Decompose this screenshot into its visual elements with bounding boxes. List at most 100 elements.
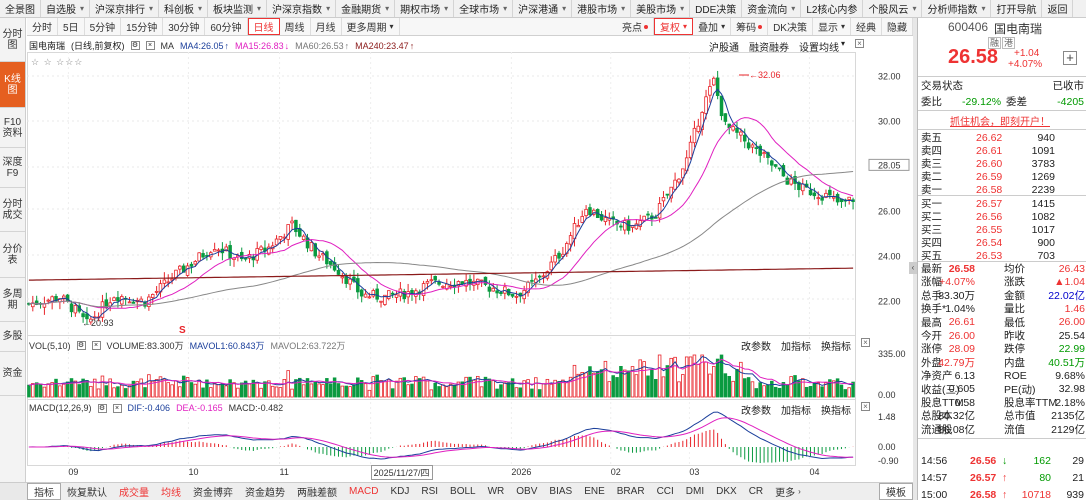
left-tab-8[interactable]: 资金 <box>0 352 25 396</box>
period-tab-6[interactable]: 日线 <box>247 18 280 35</box>
left-tab-0[interactable]: 分时图 <box>0 18 25 62</box>
indicator-tab-2[interactable]: 成交量 <box>113 483 155 500</box>
period-tab-3[interactable]: 15分钟 <box>121 18 164 35</box>
tool-button-6[interactable]: 经典 <box>851 18 882 35</box>
indicator-tab-21[interactable]: 模板 <box>879 483 913 500</box>
indicator-tab-10[interactable]: BOLL <box>444 483 482 500</box>
indicator-tab-11[interactable]: WR <box>482 483 511 500</box>
add-watchlist-icon[interactable]: + <box>1063 51 1077 65</box>
indicator-tab-12[interactable]: OBV <box>510 483 543 500</box>
indicator-tab-16[interactable]: CCI <box>651 483 680 500</box>
top-menu-item-13[interactable]: 资金流向 ▾ <box>742 0 802 17</box>
tool-button-1[interactable]: 复权 ▾ <box>654 18 694 35</box>
chart-canvas[interactable]: ←32.06 ←20.93 S 32.00 30.00 28.05 26.00 24.00 22… <box>27 37 913 481</box>
left-tab-3[interactable]: 深度F9 <box>0 148 25 188</box>
top-menu-item-6[interactable]: 金融期货 ▾ <box>336 0 396 17</box>
left-tab-1[interactable]: K线图 <box>0 62 25 108</box>
macd-panel-button-2[interactable]: 换指标 <box>821 406 851 417</box>
left-tab-2[interactable]: F10资料 <box>0 108 25 148</box>
asks-row-3[interactable]: 卖二 26.59 1269 <box>918 170 1086 184</box>
period-tab-9[interactable]: 更多周期 ▾ <box>342 18 400 35</box>
top-menu-item-1[interactable]: 自选股 ▾ <box>41 0 91 17</box>
left-tab-4[interactable]: 分时成交 <box>0 188 25 232</box>
tool-button-7[interactable]: 隐藏 <box>882 18 913 35</box>
close-panel-icon[interactable]: × <box>855 39 865 48</box>
top-menu-item-17[interactable]: 打开导航 <box>991 0 1043 17</box>
tool-button-5[interactable]: 显示 ▾ <box>813 18 851 35</box>
chart-area[interactable]: ←32.06 ←20.93 S 32.00 30.00 28.05 26.00 24.00 22… <box>27 37 913 481</box>
indicator-tab-13[interactable]: BIAS <box>543 483 578 500</box>
tool-button-4[interactable]: DK决策 <box>768 18 813 35</box>
left-tab-6[interactable]: 多周期 <box>0 278 25 322</box>
asks-row-2[interactable]: 卖三 26.60 3783 <box>918 157 1086 171</box>
top-menu-item-4[interactable]: 板块监测 ▾ <box>208 0 268 17</box>
tool-button-0[interactable]: 亮点 <box>617 18 655 35</box>
indicator-tab-1[interactable]: 恢复默认 <box>61 483 113 500</box>
indicator-tab-9[interactable]: RSI <box>415 483 444 500</box>
indicator-tab-14[interactable]: ENE <box>578 483 611 500</box>
vol-panel-button-1[interactable]: 加指标 <box>781 342 811 353</box>
indicator-tab-20[interactable]: 更多 › <box>769 483 807 500</box>
left-tab-5[interactable]: 分价表 <box>0 232 25 278</box>
close-panel-icon[interactable]: × <box>861 338 870 347</box>
bids-row-0[interactable]: 买一 26.57 1415 <box>918 197 1086 211</box>
left-tab-7[interactable]: 多股 <box>0 322 25 352</box>
top-menu-item-14[interactable]: L2核心内参 <box>801 0 864 17</box>
period-tab-5[interactable]: 60分钟 <box>205 18 248 35</box>
period-tab-2[interactable]: 5分钟 <box>85 18 122 35</box>
asks-row-4[interactable]: 卖一 26.58 2239 <box>918 183 1086 197</box>
vol-panel-button-2[interactable]: 换指标 <box>821 342 851 353</box>
indicator-tab-6[interactable]: 两融差额 <box>291 483 343 500</box>
indicator-tab-8[interactable]: KDJ <box>384 483 415 500</box>
price-panel-button-2[interactable]: 设置均线 <box>799 43 839 54</box>
collapse-sidebar-icon[interactable]: ‹ <box>909 262 917 274</box>
tool-button-3[interactable]: 筹码 <box>731 18 769 35</box>
indicator-tab-0[interactable]: 指标 <box>27 483 61 500</box>
indicator-tab-3[interactable]: 均线 <box>155 483 187 500</box>
ma-close-icon[interactable]: × <box>145 41 155 50</box>
top-menu-item-18[interactable]: 返回 <box>1042 0 1074 17</box>
top-menu-item-16[interactable]: 分析师指数 ▾ <box>922 0 992 17</box>
ma-gear-icon[interactable]: ⚙ <box>130 41 140 50</box>
promo-link[interactable]: 抓住机会，即刻开户！ <box>950 117 1050 128</box>
top-menu-item-11[interactable]: 美股市场 ▾ <box>631 0 691 17</box>
bids-row-3[interactable]: 买四 26.54 900 <box>918 236 1086 250</box>
macd-panel-button-0[interactable]: 改参数 <box>741 406 771 417</box>
top-menu-item-3[interactable]: 科创板 ▾ <box>159 0 209 17</box>
top-menu-item-12[interactable]: DDE决策 <box>690 0 743 17</box>
indicator-tab-7[interactable]: MACD <box>343 483 384 500</box>
top-menu-item-2[interactable]: 沪深京排行 ▾ <box>90 0 160 17</box>
period-tab-8[interactable]: 月线 <box>311 18 342 35</box>
vertical-scrollbar[interactable] <box>913 18 917 500</box>
promo-banner[interactable]: 抓住机会，即刻开户！ <box>918 114 1086 128</box>
top-menu-item-0[interactable]: 全景图 <box>0 0 41 17</box>
asks-row-1[interactable]: 卖四 26.61 1091 <box>918 144 1086 158</box>
indicator-tab-4[interactable]: 资金博弈 <box>187 483 239 500</box>
asks-row-0[interactable]: 卖五 26.62 940 <box>918 131 1086 145</box>
period-tab-4[interactable]: 30分钟 <box>163 18 206 35</box>
bids-row-2[interactable]: 买三 26.55 1017 <box>918 223 1086 237</box>
price-panel-button-1[interactable]: 融资融券 <box>749 43 789 54</box>
top-menu-item-10[interactable]: 港股市场 ▾ <box>572 0 632 17</box>
chevron-down-icon[interactable]: ▾ <box>841 39 846 48</box>
close-icon[interactable]: × <box>91 341 101 350</box>
close-panel-icon[interactable]: × <box>861 402 870 411</box>
indicator-tab-15[interactable]: BRAR <box>611 483 651 500</box>
top-menu-item-8[interactable]: 全球市场 ▾ <box>454 0 514 17</box>
top-menu-item-5[interactable]: 沪深京指数 ▾ <box>267 0 337 17</box>
period-tab-0[interactable]: 分时 <box>27 18 58 35</box>
macd-panel-button-1[interactable]: 加指标 <box>781 406 811 417</box>
indicator-tab-18[interactable]: DKX <box>710 483 743 500</box>
bids-row-1[interactable]: 买二 26.56 1082 <box>918 210 1086 224</box>
price-panel-button-0[interactable]: 沪股通 <box>709 43 739 54</box>
indicator-tab-19[interactable]: CR <box>743 483 769 500</box>
gear-icon[interactable]: ⚙ <box>76 341 86 350</box>
period-tab-7[interactable]: 周线 <box>280 18 311 35</box>
top-menu-item-7[interactable]: 期权市场 ▾ <box>395 0 455 17</box>
top-menu-item-15[interactable]: 个股风云 ▾ <box>863 0 923 17</box>
tool-button-2[interactable]: 叠加 ▾ <box>693 18 732 35</box>
gear-icon[interactable]: ⚙ <box>97 403 107 413</box>
top-menu-item-9[interactable]: 沪深港通 ▾ <box>513 0 573 17</box>
close-icon[interactable]: × <box>112 403 122 413</box>
indicator-tab-17[interactable]: DMI <box>680 483 710 500</box>
